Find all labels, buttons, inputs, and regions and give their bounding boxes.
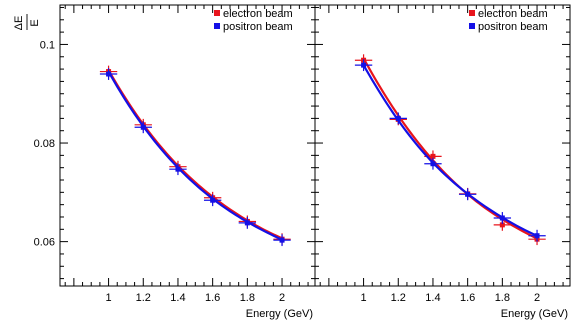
x-tick-label: 1.8 xyxy=(495,292,510,304)
x-axis-title: Energy (GeV) xyxy=(501,308,568,320)
series-positron xyxy=(354,59,546,242)
x-tick-label: 2 xyxy=(534,292,540,304)
y-axis-title-numerator: ΔE xyxy=(13,16,25,31)
legend-swatch xyxy=(469,10,475,16)
x-tick-label: 1.2 xyxy=(391,292,406,304)
x-tick-label: 1.6 xyxy=(460,292,475,304)
legend-label: electron beam xyxy=(223,8,293,20)
point-marker xyxy=(279,237,285,243)
data-point xyxy=(169,163,187,176)
series-electron xyxy=(354,54,546,246)
data-point xyxy=(528,229,546,242)
point-marker xyxy=(499,215,505,221)
plot-frame xyxy=(314,4,571,287)
data-point xyxy=(493,212,512,224)
plot-frame xyxy=(59,4,316,287)
point-marker xyxy=(244,220,250,226)
fit-curve xyxy=(107,71,283,241)
data-point xyxy=(99,68,118,80)
fit-curve xyxy=(362,64,538,237)
point-marker xyxy=(361,62,367,68)
legend-swatch xyxy=(469,23,475,29)
fit-curve xyxy=(107,69,283,240)
x-tick-label: 1.6 xyxy=(205,292,220,304)
data-point xyxy=(134,121,152,134)
x-tick-label: 1.4 xyxy=(425,292,440,304)
y-tick-label: 0.08 xyxy=(34,138,55,150)
point-marker xyxy=(430,161,436,167)
point-marker xyxy=(430,153,436,159)
fit-curve xyxy=(362,57,538,240)
data-point xyxy=(203,194,222,207)
point-marker xyxy=(395,115,401,121)
series-electron xyxy=(99,65,291,246)
point-marker xyxy=(106,71,112,77)
x-tick-label: 1 xyxy=(106,292,112,304)
data-point xyxy=(424,157,442,170)
point-marker xyxy=(140,124,146,130)
x-tick-label: 2 xyxy=(279,292,285,304)
data-point xyxy=(238,216,257,229)
point-marker xyxy=(534,233,540,239)
x-tick-label: 1.2 xyxy=(136,292,151,304)
y-axis-title: ΔE E xyxy=(13,14,41,30)
point-marker xyxy=(210,197,216,203)
legend-swatch xyxy=(214,23,220,29)
data-point xyxy=(273,234,291,247)
point-marker xyxy=(499,222,505,228)
y-tick-label: 0.06 xyxy=(34,237,55,249)
point-marker xyxy=(175,166,181,172)
series-positron xyxy=(99,68,291,247)
y-axis-title-denominator: E xyxy=(29,19,41,26)
data-point xyxy=(389,112,407,125)
x-tick-label: 1.8 xyxy=(240,292,255,304)
legend-label: electron beam xyxy=(478,8,548,20)
data-point xyxy=(354,59,373,72)
x-axis-title: Energy (GeV) xyxy=(246,308,313,320)
right-panel: 1 1.2 1.4 1.6 1.8 2 Energy (GeV) electron beamp… xyxy=(314,4,571,320)
legend-swatch xyxy=(214,10,220,16)
x-tick-label: 1.4 xyxy=(170,292,185,304)
point-marker xyxy=(465,191,471,197)
data-point xyxy=(458,188,477,201)
legend-label: positron beam xyxy=(223,21,293,33)
left-panel: 1 1.2 1.4 1.6 1.8 2 Energy (GeV) 0.06 0.08 0.1 ele… xyxy=(34,4,316,320)
y-tick-label: 0.1 xyxy=(40,39,55,51)
x-tick-label: 1 xyxy=(361,292,367,304)
legend-label: positron beam xyxy=(478,21,548,33)
